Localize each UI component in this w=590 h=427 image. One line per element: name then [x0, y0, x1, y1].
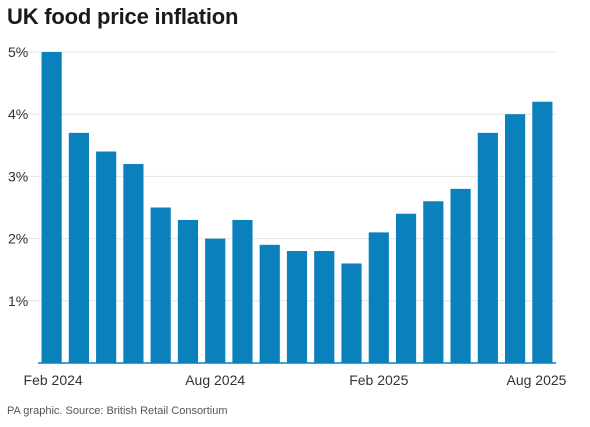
y-tick-label: 1%: [8, 293, 28, 309]
y-tick-label: 2%: [8, 231, 28, 247]
x-tick-label: Aug 2025: [507, 372, 567, 388]
bar-chart: 1% 2% 3% 4% 5% Feb 2024 Aug 2024 Feb 2025 Aug 2…: [8, 44, 567, 388]
bar: [341, 263, 362, 363]
y-tick-label: 5%: [8, 44, 28, 60]
bars: [38, 52, 556, 364]
bar: [423, 201, 444, 363]
bar: [477, 132, 498, 363]
bar: [68, 132, 89, 363]
bar: [532, 101, 553, 363]
bar: [150, 207, 171, 363]
chart-title: UK food price inflation: [7, 4, 239, 29]
bar: [96, 151, 117, 363]
bar: [123, 163, 144, 363]
x-tick-label: Feb 2024: [24, 372, 83, 388]
y-tick-label: 4%: [8, 106, 28, 122]
bar: [286, 251, 308, 363]
gridlines: [8, 51, 556, 302]
bar: [505, 114, 526, 363]
bar: [368, 232, 389, 363]
x-tick-label: Aug 2024: [185, 372, 245, 388]
y-tick-label: 3%: [8, 168, 28, 184]
bar: [205, 238, 226, 363]
x-axis-tick-labels: Feb 2024 Aug 2024 Feb 2025 Aug 2025: [24, 372, 567, 388]
bar: [41, 52, 62, 363]
bar: [314, 251, 335, 363]
bar: [232, 219, 253, 363]
bar: [450, 188, 471, 363]
y-axis-tick-labels: 1% 2% 3% 4% 5%: [8, 44, 28, 309]
bar: [259, 244, 280, 363]
bar: [177, 219, 199, 363]
x-tick-label: Feb 2025: [349, 372, 408, 388]
source-note: PA graphic. Source: British Retail Conso…: [7, 405, 228, 417]
bar: [395, 213, 417, 363]
